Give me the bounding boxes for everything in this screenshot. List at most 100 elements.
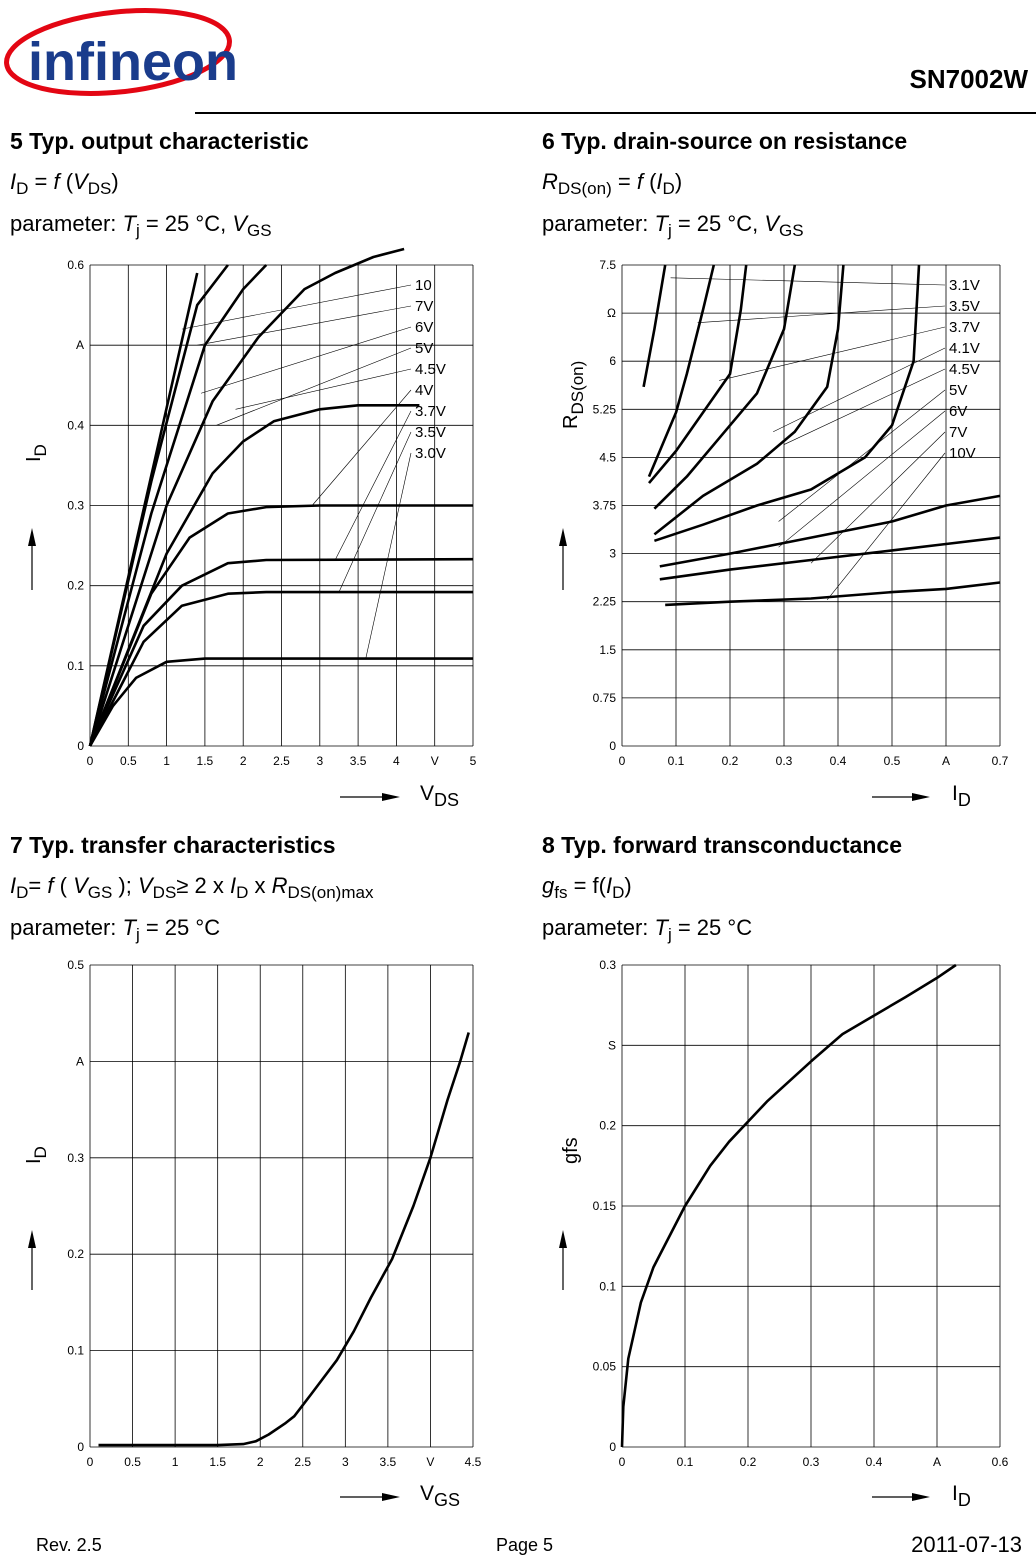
x-tick-label: 0.4	[830, 754, 847, 768]
x-axis-arrow	[340, 1493, 400, 1501]
legend-leader-line	[197, 305, 412, 346]
section-8-heading: 8 Typ. forward transconductance gfs = f(…	[542, 832, 1036, 957]
legend-leader-line	[778, 389, 946, 522]
x-tick-label: 2.5	[273, 754, 290, 768]
y-tick-label: 0.1	[599, 1279, 616, 1293]
x-tick-label: 0.2	[722, 754, 739, 768]
series-line-3.0V	[88, 657, 473, 747]
y-tick-label: 0.75	[593, 691, 617, 705]
legend-label: 3.7V	[949, 319, 980, 336]
series-line-3.1V	[642, 264, 667, 388]
arrow-head	[912, 1493, 930, 1501]
section-formula: ID= f ( VGS ); VDS≥ 2 x ID x RDS(on)max	[10, 873, 374, 902]
x-tick-label: 3.5	[380, 1455, 397, 1469]
y-tick-label: 0	[77, 739, 84, 753]
section-title: 7 Typ. transfer characteristics	[10, 832, 336, 858]
x-axis-arrow	[872, 1493, 930, 1501]
x-tick-label: 3	[342, 1455, 349, 1469]
legend-leader-line	[200, 326, 412, 394]
chart-5: 0 0.5 1 1.5 2 2.5 3 3.5 4 V 500.10.20.30.4A0.6107V…	[23, 247, 477, 810]
arrow-head	[28, 528, 36, 546]
x-axis-title: VGS	[420, 1482, 460, 1510]
revision-label: Rev. 2.5	[36, 1535, 102, 1555]
series-line-5V	[88, 247, 405, 747]
series-line-3.7V	[88, 557, 474, 747]
y-tick-label: 0	[77, 1440, 84, 1454]
series-line-4.5V	[88, 404, 420, 747]
legend-leader-line	[697, 305, 946, 324]
y-tick-label: 0.3	[67, 1151, 84, 1165]
x-tick-label: 0.1	[668, 754, 685, 768]
svg-text:infineon: infineon	[28, 32, 238, 92]
legend-leader-line	[365, 452, 412, 659]
arrow-head	[912, 793, 930, 801]
legend-leader-line	[670, 277, 946, 286]
legend-label: 7V	[415, 298, 433, 315]
header-divider	[195, 112, 1036, 114]
x-tick-label: 0.3	[776, 754, 793, 768]
section-parameter: parameter: Tj = 25 °C, VGS	[542, 211, 804, 240]
x-tick-label: 0	[87, 1455, 94, 1469]
legend-label: 3.5V	[949, 298, 980, 315]
y-tick-label: 0.4	[67, 418, 84, 432]
y-tick-label: 1.5	[599, 643, 616, 657]
arrow-head	[559, 528, 567, 546]
chart-7: 0 0.5 1 1.5 2 2.5 3 3.5 V 4.5 0 0.1 0.2 0.3 A 0.5 VGS ID	[23, 958, 482, 1510]
x-tick-label: 0	[87, 754, 94, 768]
section-5-heading: 5 Typ. output characteristic ID = f (VDS…	[10, 128, 510, 253]
y-tick-label: 0	[609, 739, 616, 753]
y-tick-label: Ω	[607, 306, 616, 320]
series-line-5V	[653, 264, 921, 543]
y-tick-label: 7.5	[599, 258, 616, 272]
legend-label: 7V	[949, 424, 967, 441]
x-tick-label: V	[426, 1455, 434, 1469]
series-line-3.7V	[648, 264, 748, 484]
series-line-10V	[665, 581, 1001, 607]
y-tick-label: 3.75	[593, 499, 617, 513]
series-line-4V	[88, 504, 473, 747]
legend-label: 4.5V	[415, 361, 446, 378]
y-tick-label: 0.2	[67, 1247, 84, 1261]
legend-label: 3.7V	[415, 403, 446, 420]
legend-leader-line	[311, 389, 412, 506]
legend-label: 3.0V	[415, 445, 446, 462]
x-tick-label: 4.5	[465, 1455, 482, 1469]
section-formula: RDS(on) = f (ID)	[542, 169, 683, 198]
y-tick-label: 0.2	[599, 1119, 616, 1133]
x-axis-title: ID	[952, 782, 971, 810]
section-parameter: parameter: Tj = 25 °C, VGS	[10, 211, 272, 240]
y-tick-label: 6	[609, 354, 616, 368]
x-tick-label: 0.5	[120, 754, 137, 768]
series-line-6V	[659, 494, 1001, 568]
x-tick-label: 1	[172, 1455, 179, 1469]
y-tick-label: 3	[609, 547, 616, 561]
legend-leader-line	[181, 284, 412, 330]
x-tick-label: 1	[163, 754, 170, 768]
series-line-4.1V	[653, 264, 797, 510]
legend-leader-line	[235, 368, 412, 410]
x-tick-label: 1.5	[197, 754, 214, 768]
series-line-3.5V	[88, 590, 473, 747]
legend-leader-line	[216, 347, 412, 426]
x-tick-label: 2.5	[294, 1455, 311, 1469]
series-line-7V	[659, 536, 1001, 581]
section-formula: gfs = f(ID)	[542, 873, 632, 902]
chart-6: 0 0.1 0.2 0.3 0.4 0.5 A 0.7 0 0.75 1.5 2.25 3 3.75 4.5…	[560, 258, 1009, 810]
legend-leader-line	[783, 368, 946, 445]
y-tick-label: A	[76, 338, 84, 352]
legend-leader-line	[338, 431, 412, 593]
legend-label: 3.5V	[415, 424, 446, 441]
legend-leader-line	[778, 410, 946, 548]
y-tick-label: 2.25	[593, 595, 617, 609]
series-line-4.5V	[653, 264, 845, 536]
legend-label: 3.1V	[949, 277, 980, 294]
legend-label: 4.5V	[949, 361, 980, 378]
arrow-head	[559, 1230, 567, 1248]
y-axis-arrow	[28, 1230, 36, 1290]
legend-label: 6V	[415, 319, 433, 336]
y-tick-label: 4.5	[599, 450, 616, 464]
x-tick-label: 0	[619, 1455, 626, 1469]
x-tick-label: V	[431, 754, 439, 768]
x-tick-label: 0.2	[740, 1455, 757, 1469]
